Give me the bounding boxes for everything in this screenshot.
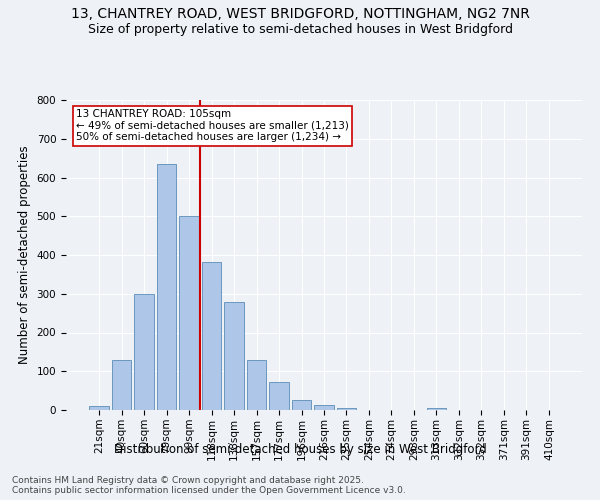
Bar <box>179 216 199 410</box>
Bar <box>314 405 334 410</box>
Text: 13, CHANTREY ROAD, WEST BRIDGFORD, NOTTINGHAM, NG2 7NR: 13, CHANTREY ROAD, WEST BRIDGFORD, NOTTI… <box>71 8 529 22</box>
Y-axis label: Number of semi-detached properties: Number of semi-detached properties <box>18 146 31 364</box>
Bar <box>134 294 154 410</box>
Bar <box>89 406 109 410</box>
Text: 13 CHANTREY ROAD: 105sqm
← 49% of semi-detached houses are smaller (1,213)
50% o: 13 CHANTREY ROAD: 105sqm ← 49% of semi-d… <box>76 110 349 142</box>
Bar <box>292 400 311 410</box>
Bar <box>427 408 446 410</box>
Bar <box>157 164 176 410</box>
Bar <box>247 360 266 410</box>
Text: Contains HM Land Registry data © Crown copyright and database right 2025.
Contai: Contains HM Land Registry data © Crown c… <box>12 476 406 495</box>
Bar <box>337 408 356 410</box>
Bar <box>202 262 221 410</box>
Bar <box>112 360 131 410</box>
Bar <box>224 302 244 410</box>
Text: Size of property relative to semi-detached houses in West Bridgford: Size of property relative to semi-detach… <box>88 22 512 36</box>
Text: Distribution of semi-detached houses by size in West Bridgford: Distribution of semi-detached houses by … <box>113 442 487 456</box>
Bar <box>269 382 289 410</box>
